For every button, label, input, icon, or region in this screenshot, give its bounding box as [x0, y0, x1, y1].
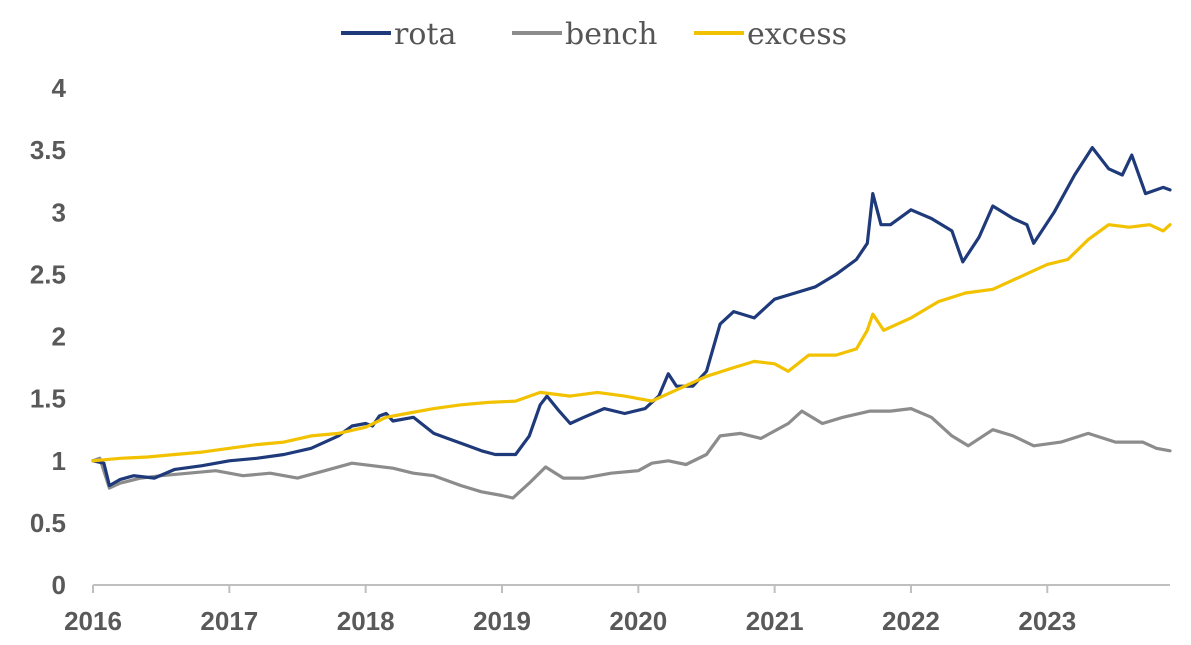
y-tick-label: 1 [52, 446, 66, 476]
y-tick-label: 4 [52, 73, 67, 103]
x-tick-label: 2017 [200, 606, 258, 636]
x-tick-label: 2018 [337, 606, 395, 636]
series-line-bench [91, 407, 1172, 500]
chart-legend: rota bench excess [341, 17, 847, 52]
legend-label-rota: rota [394, 17, 456, 52]
y-tick-label: 2.5 [30, 259, 66, 289]
x-tick-label: 2023 [1018, 606, 1076, 636]
x-tick-label: 2021 [746, 606, 804, 636]
x-tick-label: 2016 [64, 606, 122, 636]
series-line-excess [91, 223, 1172, 463]
x-axis-ticks: 2016 2017 2018 2019 2020 2021 2022 2023 [64, 585, 1076, 636]
y-tick-label: 0.5 [30, 508, 66, 538]
legend-label-bench: bench [565, 17, 657, 52]
chart-series [91, 146, 1172, 500]
x-tick-label: 2022 [882, 606, 940, 636]
y-tick-label: 3.5 [30, 135, 66, 165]
x-tick-label: 2020 [609, 606, 667, 636]
x-tick-label: 2019 [473, 606, 531, 636]
y-tick-label: 3 [52, 197, 66, 227]
y-tick-label: 2 [52, 322, 66, 352]
y-tick-label: 0 [52, 570, 66, 600]
legend-label-excess: excess [747, 17, 847, 52]
y-axis-ticks: 0 0.5 1 1.5 2 2.5 3 3.5 4 [30, 73, 67, 600]
y-tick-label: 1.5 [30, 384, 66, 414]
